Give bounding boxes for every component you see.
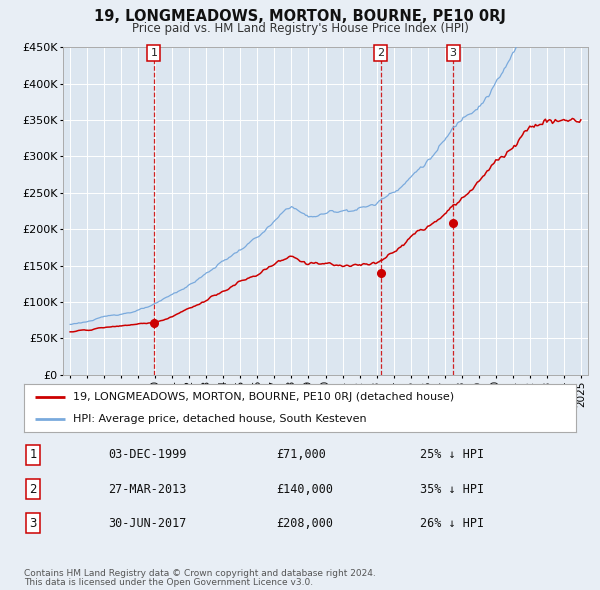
Text: 1: 1 [29, 448, 37, 461]
Text: 1: 1 [151, 48, 157, 58]
Text: 3: 3 [449, 48, 457, 58]
Text: 30-JUN-2017: 30-JUN-2017 [108, 517, 187, 530]
Text: £140,000: £140,000 [276, 483, 333, 496]
Text: 03-DEC-1999: 03-DEC-1999 [108, 448, 187, 461]
Text: 19, LONGMEADOWS, MORTON, BOURNE, PE10 0RJ: 19, LONGMEADOWS, MORTON, BOURNE, PE10 0R… [94, 9, 506, 24]
Text: 3: 3 [29, 517, 37, 530]
Text: 2: 2 [29, 483, 37, 496]
Text: 27-MAR-2013: 27-MAR-2013 [108, 483, 187, 496]
Text: 35% ↓ HPI: 35% ↓ HPI [420, 483, 484, 496]
Text: Price paid vs. HM Land Registry's House Price Index (HPI): Price paid vs. HM Land Registry's House … [131, 22, 469, 35]
Text: Contains HM Land Registry data © Crown copyright and database right 2024.: Contains HM Land Registry data © Crown c… [24, 569, 376, 578]
Text: HPI: Average price, detached house, South Kesteven: HPI: Average price, detached house, Sout… [73, 414, 366, 424]
Text: £71,000: £71,000 [276, 448, 326, 461]
Text: £208,000: £208,000 [276, 517, 333, 530]
Text: 25% ↓ HPI: 25% ↓ HPI [420, 448, 484, 461]
Text: 2: 2 [377, 48, 385, 58]
Text: 26% ↓ HPI: 26% ↓ HPI [420, 517, 484, 530]
Text: 19, LONGMEADOWS, MORTON, BOURNE, PE10 0RJ (detached house): 19, LONGMEADOWS, MORTON, BOURNE, PE10 0R… [73, 392, 454, 402]
Text: This data is licensed under the Open Government Licence v3.0.: This data is licensed under the Open Gov… [24, 578, 313, 588]
